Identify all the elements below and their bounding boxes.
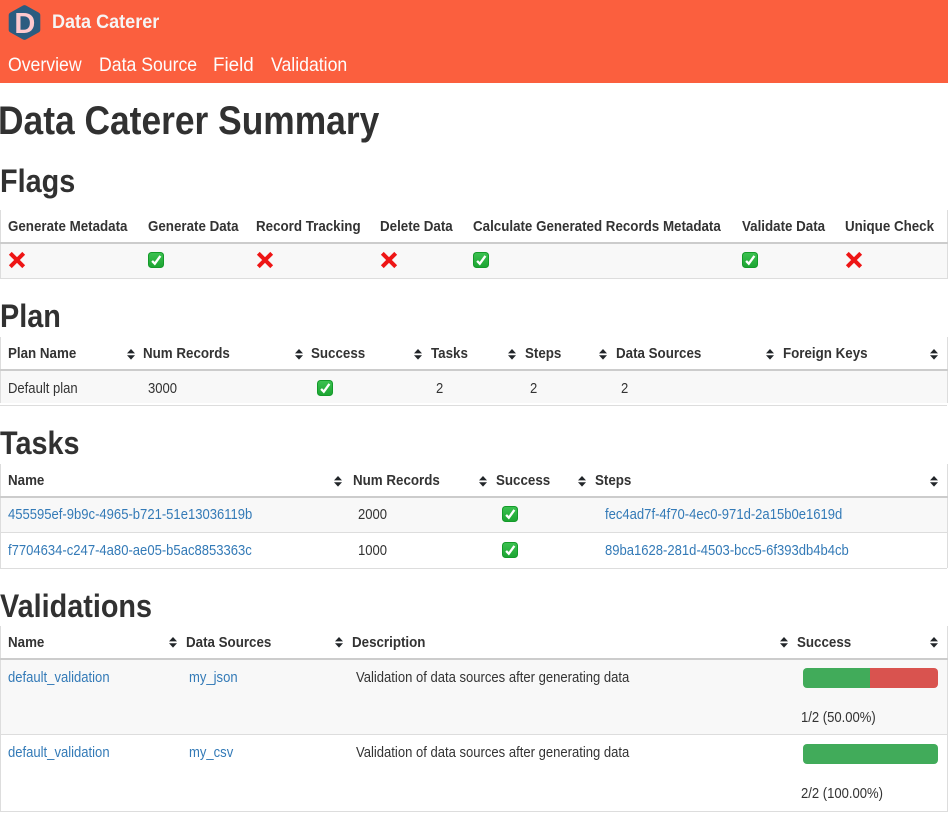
svg-text:D: D: [14, 8, 35, 40]
